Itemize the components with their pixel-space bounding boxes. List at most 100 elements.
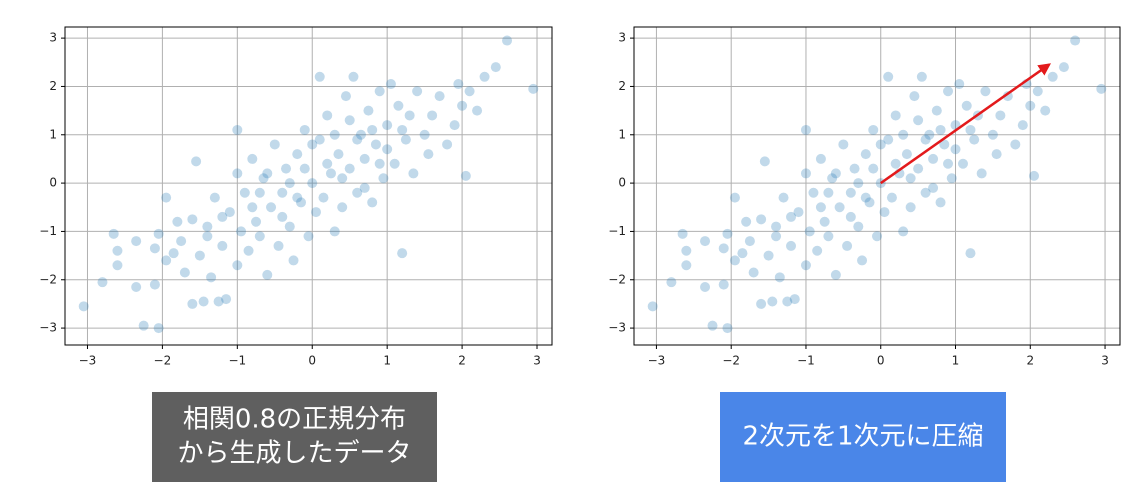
point <box>965 248 976 259</box>
point <box>187 298 198 309</box>
point <box>1017 120 1028 131</box>
point <box>78 301 89 312</box>
point <box>299 124 310 135</box>
point <box>329 226 340 237</box>
point <box>348 71 359 82</box>
point <box>325 168 336 179</box>
point <box>217 211 228 222</box>
y-tick-label: −2 <box>39 272 57 286</box>
point <box>920 134 931 145</box>
point <box>1002 91 1013 102</box>
point <box>423 149 434 160</box>
point <box>457 100 468 111</box>
plot-frame <box>633 26 1121 346</box>
point <box>172 216 183 227</box>
point <box>913 115 924 126</box>
point <box>202 221 213 232</box>
point <box>901 149 912 160</box>
point <box>322 158 333 169</box>
point <box>771 231 782 242</box>
point <box>322 110 333 121</box>
point <box>1058 62 1069 73</box>
point <box>1010 139 1021 150</box>
point <box>1070 35 1081 46</box>
point <box>767 296 778 307</box>
point <box>883 71 894 82</box>
point <box>344 163 355 174</box>
point <box>528 83 539 94</box>
point <box>782 296 793 307</box>
point <box>827 173 838 184</box>
point <box>397 124 408 135</box>
point <box>296 197 307 208</box>
point <box>853 178 864 189</box>
point <box>1029 170 1040 181</box>
x-tick-label: −3 <box>79 354 97 368</box>
y-tick-label: 3 <box>618 31 626 45</box>
point <box>236 226 247 237</box>
point <box>206 272 217 283</box>
caption-box <box>720 392 1006 482</box>
x-tick-label: 0 <box>308 354 316 368</box>
point <box>1032 86 1043 97</box>
point <box>161 192 172 203</box>
point <box>913 163 924 174</box>
point <box>153 323 164 334</box>
point <box>490 62 501 73</box>
point <box>849 163 860 174</box>
point <box>367 197 378 208</box>
x-tick-label: −2 <box>154 354 172 368</box>
point <box>288 255 299 266</box>
point <box>950 144 961 155</box>
point <box>928 153 939 164</box>
point <box>744 236 755 247</box>
point <box>946 173 957 184</box>
point <box>718 243 729 254</box>
x-tick-label: 1 <box>383 354 391 368</box>
point <box>815 202 826 213</box>
point <box>266 202 277 213</box>
point <box>931 105 942 116</box>
point <box>404 110 415 121</box>
point <box>868 163 879 174</box>
point <box>419 129 430 140</box>
point <box>472 105 483 116</box>
point <box>254 231 265 242</box>
point <box>819 216 830 227</box>
point <box>681 260 692 271</box>
point <box>815 153 826 164</box>
point <box>427 110 438 121</box>
point <box>860 192 871 203</box>
point <box>898 129 909 140</box>
point <box>886 192 897 203</box>
point <box>310 207 321 218</box>
point <box>935 124 946 135</box>
point <box>729 255 740 266</box>
x-tick-label: 1 <box>952 354 960 368</box>
point <box>842 240 853 251</box>
point <box>924 129 935 140</box>
point <box>209 192 220 203</box>
x-tick-label: −3 <box>648 354 666 368</box>
point <box>367 124 378 135</box>
point <box>131 282 142 293</box>
point <box>131 236 142 247</box>
point <box>337 173 348 184</box>
y-tick-label: 1 <box>49 127 57 141</box>
point <box>722 323 733 334</box>
point <box>333 149 344 160</box>
point <box>442 139 453 150</box>
point <box>991 149 1002 160</box>
point <box>138 320 149 331</box>
y-tick-label: 1 <box>618 127 626 141</box>
point <box>382 144 393 155</box>
point <box>905 202 916 213</box>
point <box>969 134 980 145</box>
point <box>382 120 393 131</box>
point <box>808 187 819 198</box>
point <box>883 134 894 145</box>
point <box>961 100 972 111</box>
point <box>161 255 172 266</box>
point <box>479 71 490 82</box>
point <box>408 168 419 179</box>
